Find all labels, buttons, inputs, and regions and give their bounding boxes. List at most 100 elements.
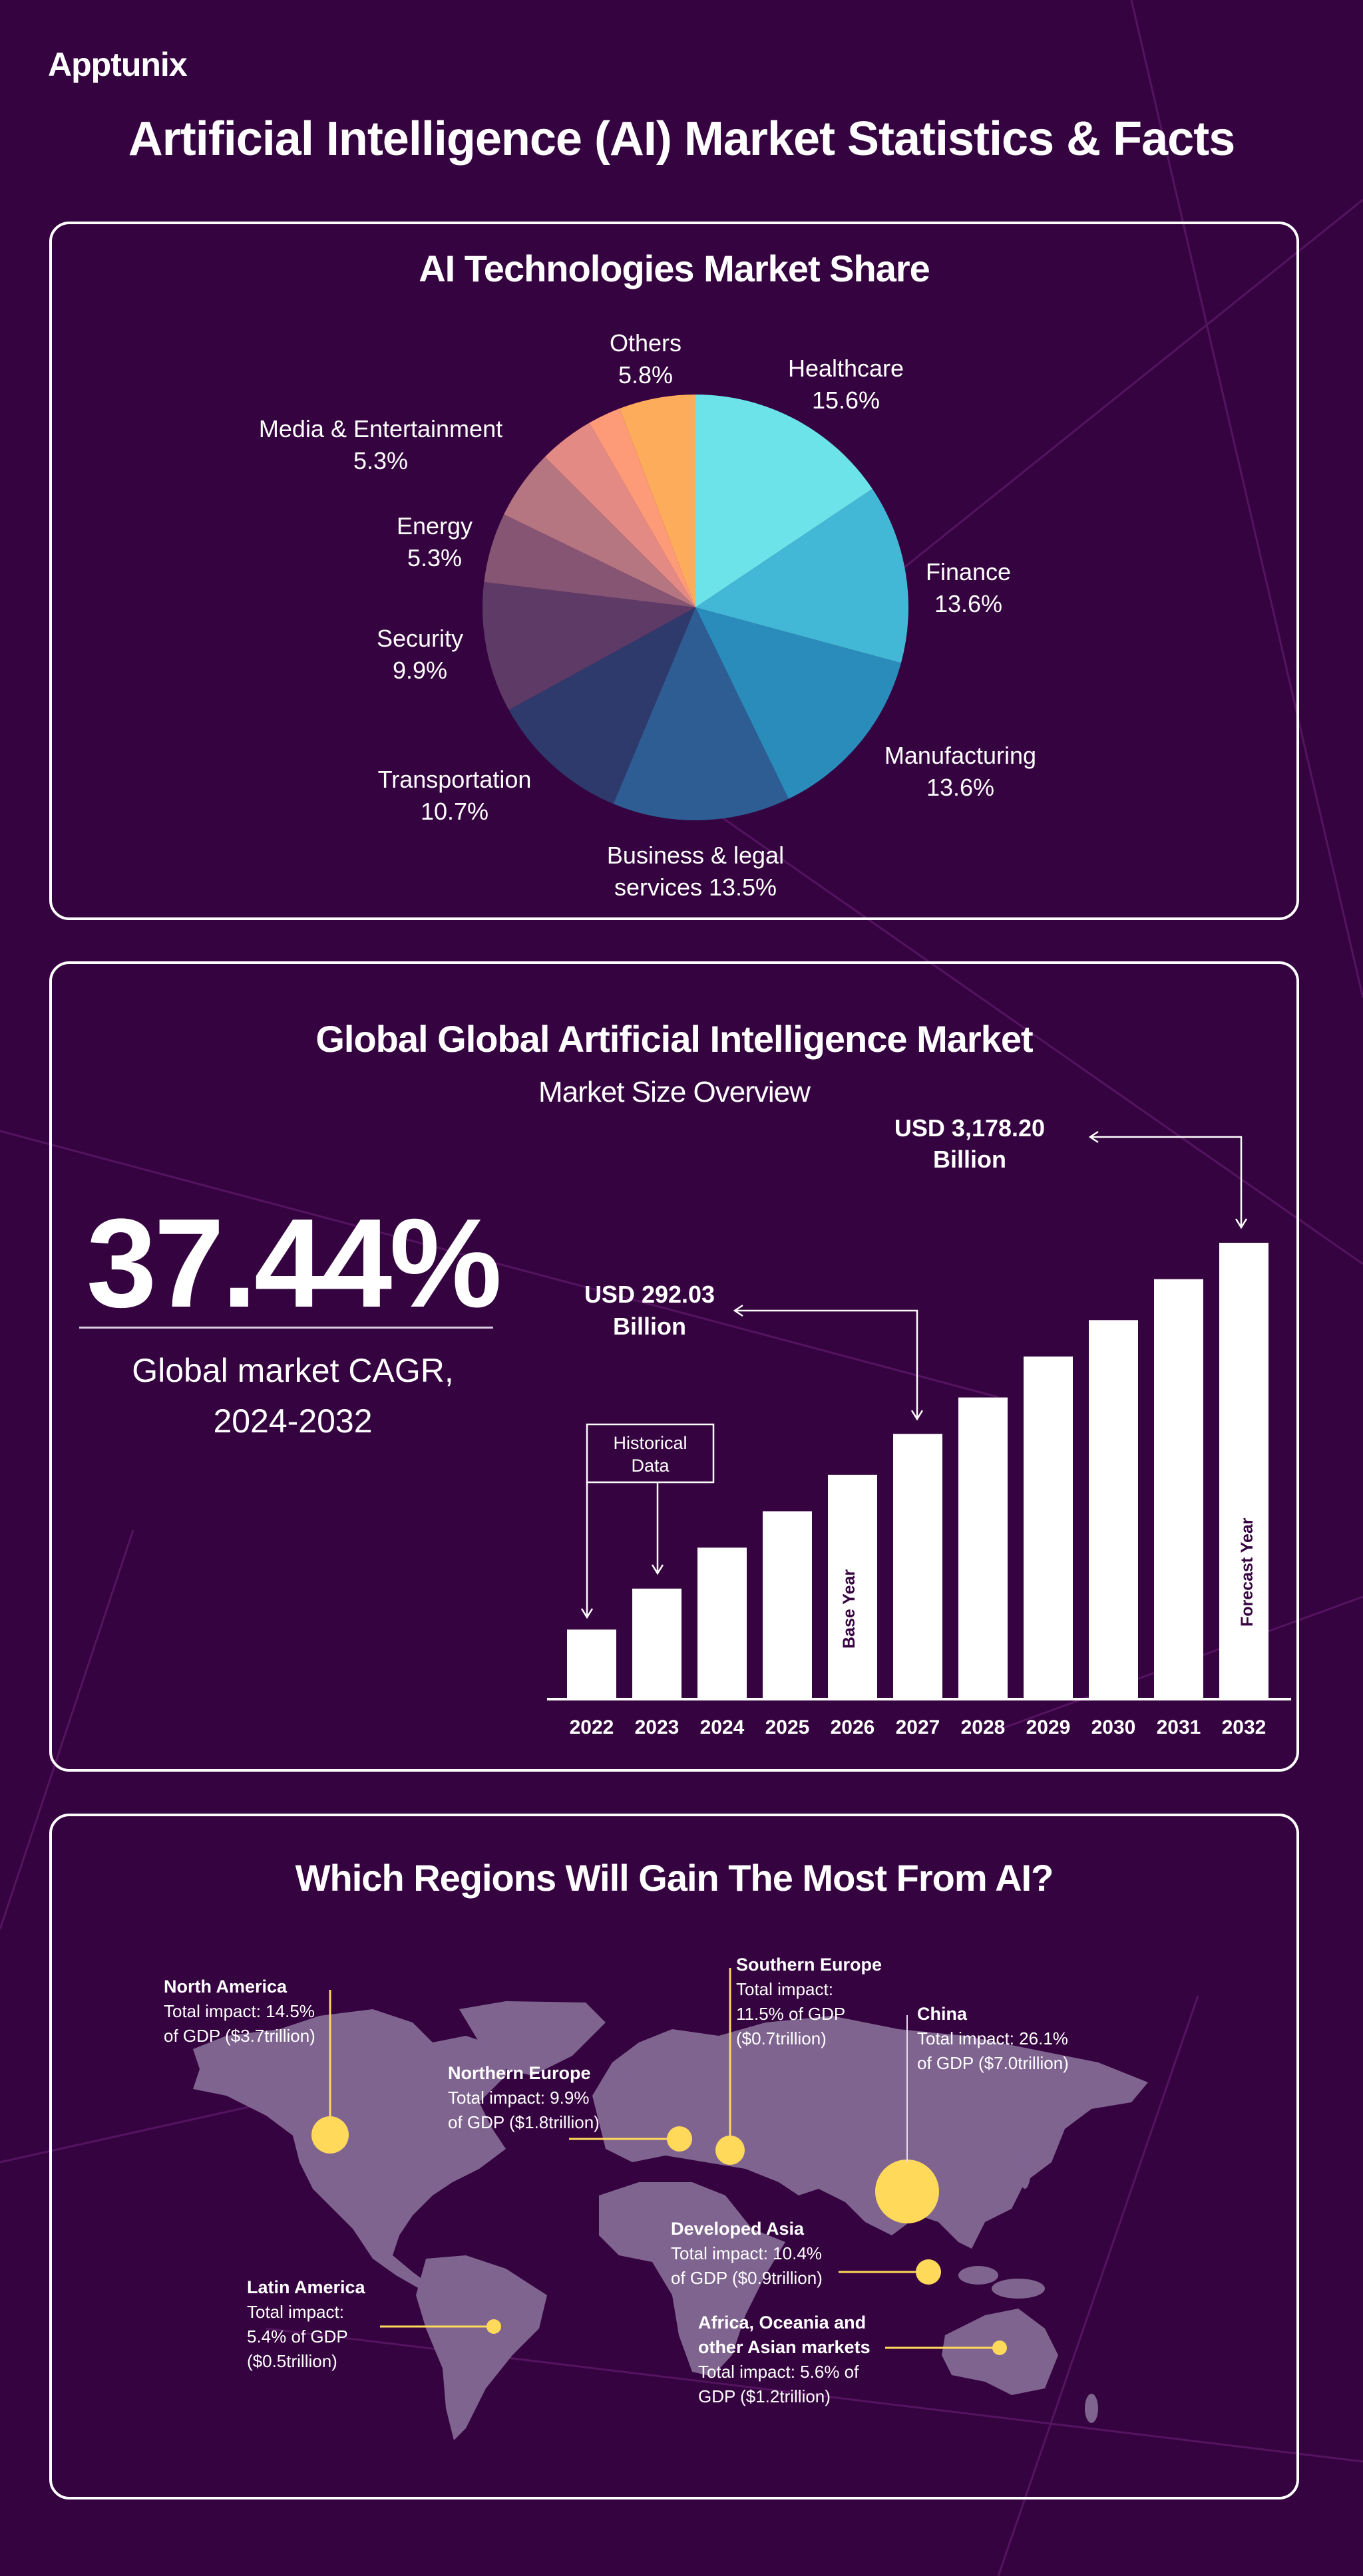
region-north-america: North America Total impact: 14.5% of GDP… [164,1975,315,2048]
pie-value-energy: 5.3% [407,544,462,571]
pie-label-security: Security [377,625,463,652]
cagr-label-line2: 2024-2032 [213,1402,373,1440]
bar-2030 [1089,1320,1138,1698]
region-line: GDP ($1.2trillion) [698,2386,831,2406]
base-value-label: USD 292.03 [584,1281,715,1308]
cagr-value: 37.44% [86,1193,502,1334]
marker-africa-oceania-and [992,2340,1007,2355]
historical-label: Historical [613,1433,687,1453]
bar-2031 [1154,1279,1203,1698]
region-line: Total impact: 14.5% [164,2001,315,2021]
pie-value-others: 5.8% [618,361,673,389]
region-line: 11.5% of GDP [736,2004,846,2024]
region-name: Southern Europe [736,1955,882,1975]
region-name: China [917,2004,968,2024]
cagr-label-line1: Global market CAGR, [132,1352,454,1389]
market-share-panel: AI Technologies Market Share [49,222,1299,920]
map-africa [599,2182,785,2376]
bar-2025 [763,1511,812,1698]
bar-chart: 2022 2023 2024 2025 2026 2027 2028 2029 2030 2031… [547,1114,1291,1738]
base-arrow [735,1309,918,1417]
x-tick-2022: 2022 [570,1716,614,1738]
pie-slice-unlabeled-8 [544,422,695,607]
x-tick-2025: 2025 [765,1716,810,1738]
region-name: Northern Europe [448,2063,591,2083]
region-line: Total impact: 10.4% [671,2243,822,2263]
pie-slice-finance [695,488,908,663]
pie-slice-manufacturing [695,607,901,799]
bar-2023 [632,1588,682,1698]
pie-value-transportation: 10.7% [421,798,488,825]
bar-2024 [697,1547,747,1698]
marker-northern-europe [667,2126,692,2152]
region-developed-asia: Developed Asia Total impact: 10.4% of GD… [671,2217,823,2291]
forecast-arrow [1090,1136,1243,1225]
x-tick-2027: 2027 [896,1716,940,1738]
regions-title: Which Regions Will Gain The Most From AI… [295,1857,1054,1899]
x-tick-2029: 2029 [1026,1716,1071,1738]
map-north-america [193,2009,506,2289]
pie-chart: Others 5.8% Healthcare 15.6% Finance 13.… [259,329,1036,901]
pie-label-manufacturing: Manufacturing [884,742,1036,769]
pie-value-manufacturing: 13.6% [926,774,994,801]
x-tick-2031: 2031 [1157,1716,1201,1738]
pie-slice-transportation [508,607,695,804]
pie-label-business: Business & legal [607,842,784,869]
region-china: China Total impact: 26.1% of GDP ($7.0tr… [917,2002,1069,2076]
regions-panel: Which Regions Will Gain The Most From AI… [49,1814,1299,2499]
pie-value-media: 5.3% [353,447,408,474]
marker-latin-america [487,2319,501,2334]
pie-label-finance: Finance [926,558,1011,585]
region-name: Africa, Oceania and [698,2313,867,2333]
region-northern-europe: Northern Europe Total impact: 9.9% of GD… [448,2061,600,2135]
bar-title: Global Global Artificial Intelligence Ma… [315,1018,1033,1060]
region-line: Total impact: [247,2302,344,2322]
region-line: 5.4% of GDP [247,2327,348,2346]
region-line: Total impact: 9.9% [448,2088,590,2108]
x-tick-2024: 2024 [700,1716,745,1738]
pie-label-energy: Energy [397,512,473,540]
bar-2029 [1024,1357,1073,1698]
arrowheads-icon [1088,1130,1248,1229]
pie-value-business: services 13.5% [614,874,777,901]
region-line: ($0.7trillion) [736,2028,827,2048]
pie-value-finance: 13.6% [934,590,1002,617]
region-line: of GDP ($1.8trillion) [448,2112,600,2132]
forecast-unit-label: Billion [933,1146,1006,1173]
forecast-value-label: USD 3,178.20 [894,1114,1045,1142]
region-southern-europe: Southern Europe Total impact: 11.5% of G… [736,1953,882,2051]
bar-2032 [1219,1243,1268,1698]
bar-2026 [828,1474,877,1698]
pie-value-healthcare: 15.6% [812,387,880,414]
region-line: Total impact: 26.1% [917,2028,1068,2048]
pie-slice-others [619,395,695,607]
pie-slice-business-legal [613,607,789,820]
pie-slice-energy [484,514,695,607]
region-line: of GDP ($3.7trillion) [164,2026,315,2046]
region-africa-oceania: Africa, Oceania and other Asian markets … [698,2311,871,2409]
region-name: North America [164,1977,288,1997]
x-tick-2032: 2032 [1222,1716,1266,1738]
pie-slice-healthcare [695,395,873,607]
pie-label-transportation: Transportation [378,766,532,793]
x-tick-2026: 2026 [831,1716,875,1738]
pie-label-healthcare: Healthcare [788,355,904,382]
pie-slice-unlabeled-9 [589,408,695,607]
historical-data-box [586,1423,715,1484]
region-line: ($0.5trillion) [247,2351,337,2371]
arrowheads-icon [733,1304,924,1421]
pie-slice-media-entertainment [504,456,695,607]
map-south-america [416,2255,547,2440]
base-unit-label: Billion [613,1313,686,1340]
bar-2028 [958,1397,1008,1698]
cagr-label: Global market CAGR, 2024-2032 [53,1345,532,1446]
historical-label-2: Data [631,1456,670,1476]
page-title: Artificial Intelligence (AI) Market Stat… [128,112,1235,166]
forecast-year-label: Forecast Year [1238,1518,1257,1627]
bar-2027 [893,1434,942,1698]
cagr-divider [79,1327,493,1329]
apptunix-logo: Apptunix [48,46,188,83]
x-tick-2030: 2030 [1091,1716,1136,1738]
map-greenland [459,2001,606,2076]
